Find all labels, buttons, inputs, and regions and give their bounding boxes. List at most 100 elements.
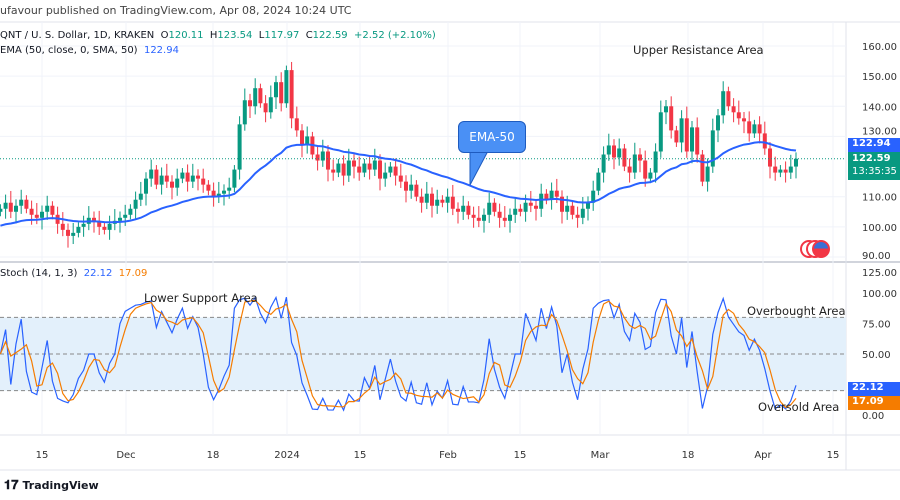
candle <box>346 160 351 176</box>
candle <box>768 148 772 167</box>
candle <box>8 202 13 212</box>
ema-price-tag: 122.94 <box>848 138 900 152</box>
candle <box>305 136 310 146</box>
candle <box>648 172 653 179</box>
candle <box>45 205 50 212</box>
candle <box>34 214 39 218</box>
candle <box>19 199 24 206</box>
candle <box>632 154 637 173</box>
candle <box>710 130 715 167</box>
price-axis-label: 160.00 <box>862 42 897 53</box>
candle <box>700 154 705 182</box>
candle <box>778 169 783 173</box>
time-axis-label: Mar <box>591 450 611 461</box>
candle <box>352 160 356 167</box>
price-axis-label: 140.00 <box>862 102 897 113</box>
candle <box>331 169 336 173</box>
candle <box>783 169 788 173</box>
candle <box>622 148 627 167</box>
candle <box>554 190 559 197</box>
candle <box>248 100 252 107</box>
candle <box>658 112 663 152</box>
candle <box>684 118 689 152</box>
candle <box>747 121 752 134</box>
candle <box>164 175 169 182</box>
candle <box>66 229 70 236</box>
candle <box>378 160 382 179</box>
candle <box>528 202 533 206</box>
candle <box>211 190 216 197</box>
stoch-axis-label: 100.00 <box>862 289 897 300</box>
ema-legend[interactable]: EMA (50, close, 0, SMA, 50) 122.94 <box>0 45 179 56</box>
price-axis-label: 110.00 <box>862 193 897 204</box>
candle <box>788 166 793 173</box>
candle <box>586 202 590 209</box>
candle <box>76 226 81 233</box>
candle <box>617 148 622 158</box>
candle <box>336 163 341 173</box>
candle <box>674 130 679 143</box>
candle <box>388 166 393 173</box>
candle <box>289 70 294 119</box>
candle <box>128 208 133 215</box>
candle <box>263 103 268 113</box>
candle <box>0 208 3 212</box>
close-value: 122.59 <box>312 30 348 41</box>
price-axis-label: 100.00 <box>862 223 897 234</box>
candle <box>653 151 658 173</box>
last-price: 122.59 <box>852 153 891 164</box>
time-axis-label: Feb <box>439 450 457 461</box>
price-axis-label: 130.00 <box>862 126 897 137</box>
candle <box>580 208 585 218</box>
events-flags[interactable] <box>800 240 830 258</box>
candle <box>752 124 757 134</box>
candle <box>721 91 726 116</box>
candle <box>450 196 455 209</box>
candle <box>185 172 190 182</box>
candle <box>523 202 528 212</box>
candle <box>294 118 299 131</box>
candle <box>736 112 741 119</box>
candle <box>40 211 44 218</box>
candle <box>180 172 185 179</box>
candle <box>591 190 596 203</box>
candle <box>362 163 367 173</box>
candle <box>170 181 174 188</box>
candle <box>794 158 798 167</box>
candle <box>513 208 518 215</box>
stoch-k-line <box>0 295 797 412</box>
overbought-annotation: Overbought Area <box>747 304 846 318</box>
stoch-legend[interactable]: Stoch (14, 1, 3) 22.12 17.09 <box>0 268 147 279</box>
candle <box>107 223 112 230</box>
candle <box>575 214 580 218</box>
symbol-legend: QNT / U. S. Dollar, 1D, KRAKEN O120.11 H… <box>0 30 436 41</box>
candle <box>596 172 601 191</box>
candle <box>508 214 512 221</box>
candle <box>232 169 237 188</box>
candle <box>570 205 575 215</box>
candle <box>690 127 694 152</box>
candle <box>487 202 492 215</box>
candle <box>97 220 102 227</box>
candle <box>742 118 746 122</box>
candle <box>383 172 388 179</box>
candle <box>253 88 258 107</box>
open-value: 120.11 <box>168 30 204 41</box>
stoch-axis-label: 50.00 <box>862 350 891 361</box>
candle <box>201 178 206 185</box>
candle <box>669 106 674 131</box>
change-value: +2.52 (+2.10%) <box>354 30 436 41</box>
candle <box>138 193 143 200</box>
time-axis-label: 15 <box>36 450 49 461</box>
candle <box>154 169 159 185</box>
chart-canvas[interactable]: 15 Dec 18 2024 15 Feb 15 Mar 18 Apr 15 160.00 150.00… <box>0 0 900 475</box>
tradingview-logo[interactable]: 𝟏𝟕 TradingView <box>4 478 99 493</box>
time-axis-label: 15 <box>354 450 367 461</box>
candle <box>300 130 304 146</box>
candle <box>404 181 408 191</box>
symbol-name[interactable]: QNT / U. S. Dollar, 1D, KRAKEN <box>0 30 155 41</box>
candle <box>341 163 346 176</box>
candle <box>268 97 273 113</box>
high-label: H <box>209 30 218 41</box>
candle <box>497 211 502 218</box>
